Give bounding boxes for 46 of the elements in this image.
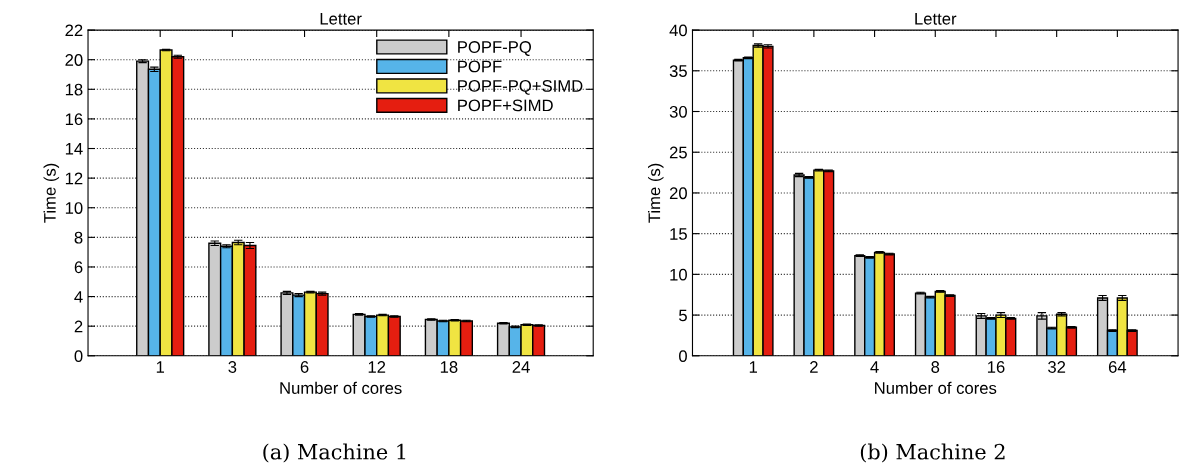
y-tick-label: 30 bbox=[669, 105, 687, 118]
y-tick-label: 16 bbox=[65, 113, 83, 126]
y-tick-label: 8 bbox=[74, 231, 83, 244]
x-tick-label: 1 bbox=[749, 361, 757, 373]
y-tick-label: 5 bbox=[679, 309, 687, 322]
y-tick-label: 14 bbox=[65, 143, 83, 155]
x-tick-label: 2 bbox=[810, 361, 818, 373]
y-tick-label: 40 bbox=[669, 24, 687, 37]
chart-title: Letter bbox=[320, 13, 362, 25]
legend-label: POPF bbox=[458, 60, 502, 73]
y-tick-label: 25 bbox=[669, 146, 687, 159]
x-tick-label: 16 bbox=[987, 361, 1005, 373]
x-axis-title: Number of cores bbox=[280, 381, 402, 394]
x-tick-label: 1 bbox=[156, 361, 165, 373]
x-tick-label: 4 bbox=[870, 361, 879, 373]
chart-title: Letter bbox=[915, 13, 957, 25]
x-tick-label: 6 bbox=[300, 361, 309, 373]
x-tick-label: 8 bbox=[931, 361, 940, 373]
y-tick-label: 35 bbox=[669, 65, 687, 77]
legend-label: POPF+SIMD bbox=[458, 99, 553, 112]
y-tick-label: 18 bbox=[65, 83, 83, 96]
x-tick-label: 64 bbox=[1108, 361, 1127, 373]
y-tick-label: 10 bbox=[65, 202, 83, 214]
x-axis-title: Number of cores bbox=[875, 381, 997, 394]
y-tick-label: 22 bbox=[65, 24, 83, 37]
y-tick-label: 4 bbox=[74, 291, 83, 303]
y-tick-label: 20 bbox=[669, 187, 687, 200]
y-tick-label: 12 bbox=[65, 172, 83, 185]
legend-label: POPF-PQ+SIMD bbox=[458, 80, 583, 95]
y-tick-label: 10 bbox=[670, 268, 687, 281]
y-tick-label: 0 bbox=[679, 350, 687, 362]
y-axis-title: Time (s) bbox=[647, 163, 664, 223]
text: (a) Machine 1 bbox=[263, 443, 406, 463]
y-tick-label: 15 bbox=[670, 228, 687, 240]
y-tick-label: 6 bbox=[74, 261, 83, 274]
y-tick-label: 20 bbox=[65, 54, 83, 66]
x-tick-label: 24 bbox=[512, 361, 530, 373]
y-tick-label: 0 bbox=[74, 350, 83, 362]
y-axis-title: Time (s) bbox=[43, 163, 60, 223]
legend-label: POPF-PQ bbox=[458, 41, 532, 56]
x-tick-label: 3 bbox=[228, 361, 237, 373]
x-tick-label: 12 bbox=[368, 361, 386, 373]
y-tick-label: 2 bbox=[74, 320, 83, 333]
text: (b) Machine 2 bbox=[860, 443, 1005, 463]
x-tick-label: 32 bbox=[1048, 361, 1066, 373]
x-tick-label: 18 bbox=[440, 361, 458, 373]
